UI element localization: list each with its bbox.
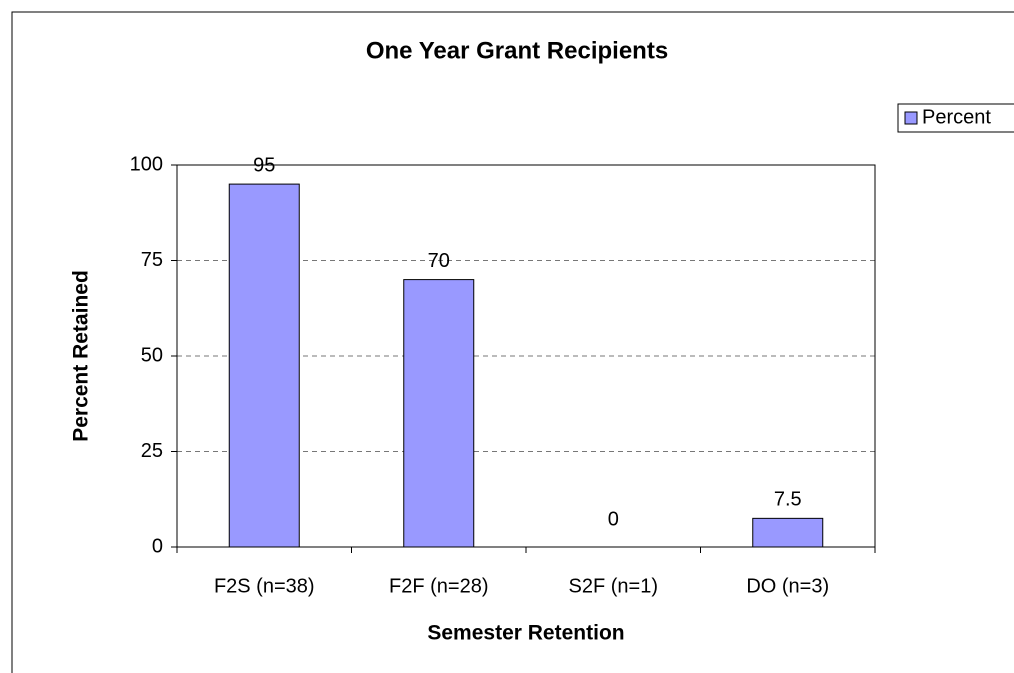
data-label: 95 (253, 154, 275, 176)
chart-border (11, 11, 1014, 673)
y-axis-title: Percent Retained (70, 270, 93, 442)
legend-swatch (904, 111, 918, 125)
data-label: 7.5 (774, 489, 802, 511)
x-axis-title: Semester Retention (427, 622, 624, 645)
y-tick-label: 100 (130, 153, 163, 175)
x-tick-label: F2S (n=38) (214, 575, 315, 597)
legend-label: Percent (922, 106, 991, 128)
bar (228, 183, 300, 548)
y-tick-label: 0 (152, 535, 163, 557)
data-label: 70 (428, 250, 450, 272)
bar (752, 517, 824, 548)
y-tick-label: 75 (141, 249, 163, 271)
chart-title: One Year Grant Recipients (366, 37, 668, 64)
legend-box (897, 103, 1014, 133)
x-tick-label: S2F (n=1) (569, 575, 658, 597)
y-tick-label: 25 (141, 440, 163, 462)
data-label: 0 (608, 508, 619, 530)
x-tick-label: F2F (n=28) (389, 575, 488, 597)
bar (403, 279, 475, 548)
y-tick-label: 50 (141, 344, 163, 366)
x-tick-label: DO (n=3) (746, 575, 829, 597)
